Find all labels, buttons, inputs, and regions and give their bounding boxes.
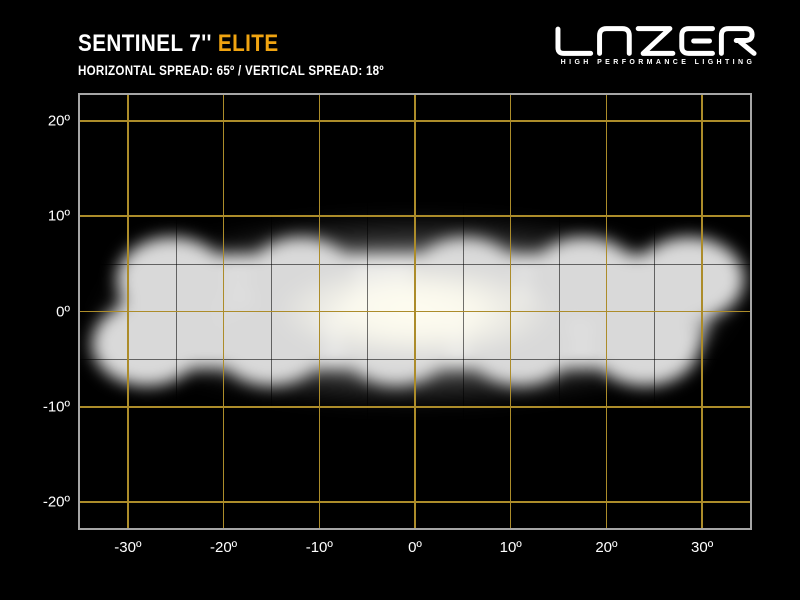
x-tick-label: 30º [691, 539, 714, 556]
page-title-accent: ELITE [217, 30, 279, 57]
gridline-major-horizontal [80, 215, 750, 217]
page-title: SENTINEL 7'' ELITE [78, 30, 384, 58]
y-tick-label: -10º [42, 398, 70, 416]
logo-letter-e [679, 26, 715, 56]
logo-letter-r-leg [737, 39, 757, 56]
x-tick-label: -20º [209, 539, 238, 556]
y-tick-label: 20º [47, 112, 70, 130]
x-tick-label: -10º [305, 539, 333, 556]
chart-grid [80, 95, 750, 528]
brand-tagline: HIGH PERFORMANCE LIGHTING [560, 59, 756, 66]
y-tick-label: 0º [56, 303, 70, 320]
x-tick-label: -30º [114, 539, 142, 556]
lazer-logo: LAZER HIGH PERFORMANCE LIGHTING [554, 26, 762, 66]
gridline-major-horizontal [80, 406, 750, 408]
logo-letter-z [635, 26, 676, 56]
beam-spread-subtitle: HORIZONTAL SPREAD: 65º / VERTICAL SPREAD… [78, 63, 384, 78]
page-title-main: SENTINEL 7'' [78, 30, 212, 57]
logo-letter-r [718, 26, 755, 56]
gridline-major-horizontal [80, 120, 750, 122]
beam-bottom-lobe [589, 301, 700, 386]
logo-letter-l [555, 26, 594, 56]
gridline-major-horizontal [80, 310, 750, 313]
beam-bottom-lobe [91, 301, 203, 386]
y-tick-label: 10º [47, 207, 70, 225]
gridline-major-horizontal [80, 501, 750, 503]
lazer-wordmark: LAZER [555, 26, 757, 56]
x-tick-label: 20º [595, 539, 618, 556]
beam-chart-plot-area [78, 93, 752, 530]
x-tick-label: 10º [499, 539, 522, 556]
title-block: SENTINEL 7'' ELITE HORIZONTAL SPREAD: 65º… [78, 30, 384, 78]
y-tick-label: -20º [42, 493, 70, 511]
x-tick-label: 0º [408, 539, 422, 556]
logo-letter-a [597, 26, 632, 56]
